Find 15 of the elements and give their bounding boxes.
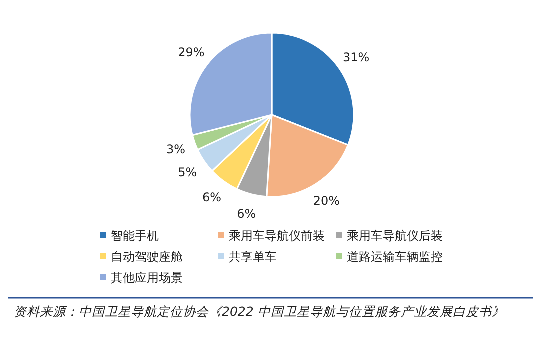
legend-label: 其他应用场景 bbox=[111, 271, 183, 285]
legend-label: 共享单车 bbox=[229, 250, 277, 264]
data-label: 20% bbox=[313, 194, 340, 208]
legend-label: 道路运输车辆监控 bbox=[347, 250, 443, 264]
text: 资料来源：中国卫星导航定位协会《2022 中国卫星导航与位置服务产业发展白皮书》 bbox=[14, 304, 505, 319]
data-label: 29% bbox=[178, 45, 205, 60]
legend-label: 乘用车导航仪前装 bbox=[229, 229, 325, 243]
data-label: 5% bbox=[178, 165, 198, 180]
data-label: 31% bbox=[343, 50, 370, 65]
legend-label: 乘用车导航仪后装 bbox=[347, 229, 443, 243]
data-label: 6% bbox=[202, 190, 222, 205]
data-label: 3% bbox=[166, 142, 186, 157]
data-label: 6% bbox=[237, 206, 256, 221]
legend-label: 自动驾驶座舱 bbox=[111, 250, 183, 264]
legend-label: 智能手机 bbox=[111, 229, 159, 243]
